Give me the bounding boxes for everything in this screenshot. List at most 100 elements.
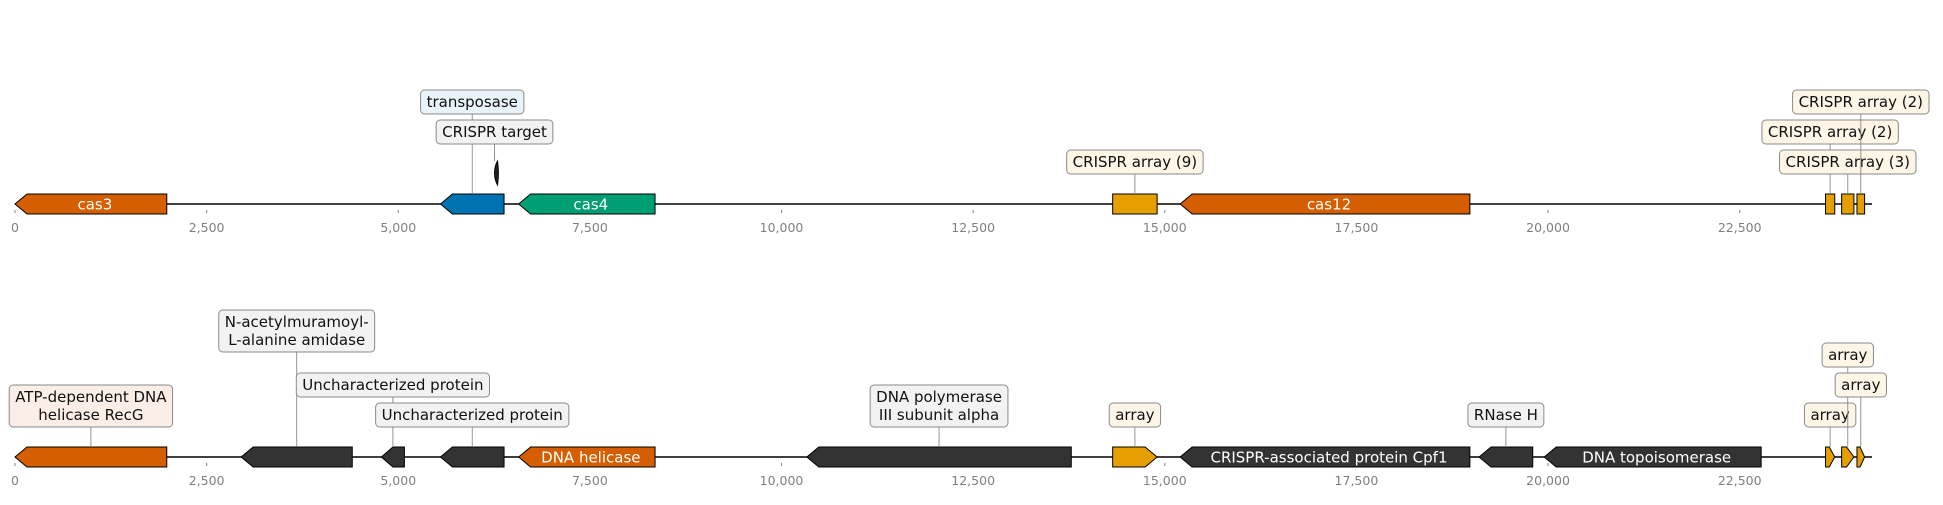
feature-callout: Uncharacterized protein	[295, 372, 491, 398]
callout-text: CRISPR target	[442, 123, 547, 141]
feature-array-4[interactable]: array	[1834, 372, 1887, 468]
feature-topoisomerase[interactable]: DNA topoisomerase	[1543, 446, 1762, 468]
gene-inner-label: DNA topoisomerase	[1582, 449, 1731, 467]
feature-array-3[interactable]: array	[1821, 342, 1874, 468]
gene-arrow-right[interactable]	[1856, 446, 1866, 468]
feature-rnase-h[interactable]: RNase H	[1467, 402, 1545, 468]
feature-cas4[interactable]: cas4	[517, 193, 656, 215]
gene-arrow-left[interactable]	[806, 446, 1072, 468]
callout-text: RNase H	[1474, 406, 1538, 424]
gene-arrow-left[interactable]	[439, 193, 505, 215]
callout-box	[1834, 372, 1887, 398]
callout-text: DNA polymerase	[876, 388, 1002, 406]
feature-uncharacterized-2[interactable]: Uncharacterized protein	[375, 402, 570, 468]
axis-tick-label: 0	[11, 220, 19, 235]
axis-tick-label: 10,000	[760, 220, 804, 235]
gene-box[interactable]	[1841, 193, 1855, 215]
axis-tick-label: 17,500	[1335, 220, 1379, 235]
feature-callout: array	[1803, 402, 1857, 428]
gene-arrow-left[interactable]	[14, 193, 168, 215]
callout-text: transposase	[427, 93, 518, 111]
axis-tick-label: 15,000	[1143, 220, 1187, 235]
feature-callout: array	[1834, 372, 1887, 398]
feature-callout: array	[1108, 402, 1162, 428]
callout-box	[1066, 149, 1204, 175]
feature-uncharacterized-1[interactable]: Uncharacterized protein	[295, 372, 491, 468]
gene-arrow-left[interactable]	[1179, 446, 1471, 468]
axis-tick-label: 17,500	[1335, 473, 1379, 488]
gene-arrow-left[interactable]	[1179, 193, 1471, 215]
callout-box	[1779, 149, 1917, 175]
gene-arrow-left[interactable]	[14, 446, 168, 468]
axis-tick-label: 2,500	[189, 220, 225, 235]
axis-tick-label: 5,000	[380, 220, 416, 235]
callout-box	[435, 119, 554, 145]
gene-arrow-left[interactable]	[380, 446, 405, 468]
feature-callout: CRISPR array (2)	[1792, 89, 1930, 115]
gene-arrow-left[interactable]	[517, 446, 656, 468]
axis-tick-label: 12,500	[951, 473, 995, 488]
axis-tick-label: 12,500	[951, 220, 995, 235]
feature-callout: Uncharacterized protein	[375, 402, 570, 428]
callout-box	[1803, 402, 1857, 428]
feature-cas12[interactable]: cas12	[1179, 193, 1471, 215]
callout-text: N-acetylmuramoyl-	[225, 313, 369, 331]
gene-inner-label: cas3	[77, 196, 112, 214]
callout-text: array	[1828, 346, 1867, 364]
callout-text: Uncharacterized protein	[302, 376, 483, 394]
callout-box	[375, 402, 570, 428]
feature-callout: transposase	[420, 89, 525, 115]
gene-box[interactable]	[1825, 193, 1836, 215]
gene-arrow-left[interactable]	[240, 446, 353, 468]
callout-text: array	[1810, 406, 1849, 424]
callout-box	[869, 384, 1009, 428]
feature-transposase[interactable]: transposase	[420, 89, 525, 215]
callout-text: L-alanine amidase	[228, 331, 365, 349]
feature-callout: N-acetylmuramoyl-L-alanine amidase	[218, 309, 376, 353]
gene-arrow-left[interactable]	[1478, 446, 1534, 468]
feature-amidase[interactable]: N-acetylmuramoyl-L-alanine amidase	[218, 309, 376, 468]
axis-tick-label: 15,000	[1143, 473, 1187, 488]
feature-crispr-array-9[interactable]: CRISPR array (9)	[1066, 149, 1204, 215]
axis-tick-label: 5,000	[380, 473, 416, 488]
axis-tick-label: 0	[11, 473, 19, 488]
gene-arrow-right[interactable]	[1841, 446, 1855, 468]
callout-text: III subunit alpha	[879, 406, 999, 424]
feature-callout: CRISPR target	[435, 119, 554, 145]
axis-tick-label: 22,500	[1718, 220, 1762, 235]
gene-arrow-right[interactable]	[1825, 446, 1836, 468]
feature-crispr-target[interactable]: CRISPR target	[435, 119, 554, 187]
gene-inner-label: cas12	[1307, 196, 1351, 214]
axis-tick-label: 20,000	[1526, 473, 1570, 488]
gene-arrow-left[interactable]	[1543, 446, 1762, 468]
feature-dna-helicase[interactable]: DNA helicase	[517, 446, 656, 468]
feature-cpf1[interactable]: CRISPR-associated protein Cpf1	[1179, 446, 1471, 468]
feature-array-2[interactable]: array	[1803, 402, 1857, 468]
callout-box	[218, 309, 376, 353]
gene-inner-label: CRISPR-associated protein Cpf1	[1210, 449, 1447, 467]
feature-array-1[interactable]: array	[1108, 402, 1162, 468]
gene-arrow-left[interactable]	[439, 446, 505, 468]
callout-text: array	[1115, 406, 1154, 424]
gene-box[interactable]	[1112, 193, 1158, 215]
gene-box[interactable]	[1856, 193, 1866, 215]
callout-text: helicase RecG	[38, 406, 143, 424]
feature-crispr-array-2b[interactable]: CRISPR array (2)	[1792, 89, 1930, 215]
callout-text: ATP-dependent DNA	[15, 388, 167, 406]
callout-text: CRISPR array (3)	[1786, 153, 1910, 171]
track-1: 0 2,500 5,000 7,500 10,000 12,500 15,000 17,500…	[11, 89, 1930, 235]
feature-crispr-array-3[interactable]: CRISPR array (3)	[1779, 149, 1917, 215]
gene-arrow-left[interactable]	[517, 193, 656, 215]
gene-arrow-right[interactable]	[1112, 446, 1158, 468]
crispr-target-mark[interactable]	[494, 159, 499, 187]
callout-box	[8, 384, 174, 428]
axis-tick-label: 7,500	[572, 473, 608, 488]
feature-cas3[interactable]: cas3	[14, 193, 168, 215]
callout-text: CRISPR array (2)	[1799, 93, 1923, 111]
callout-box	[1108, 402, 1162, 428]
callout-box	[1467, 402, 1545, 428]
